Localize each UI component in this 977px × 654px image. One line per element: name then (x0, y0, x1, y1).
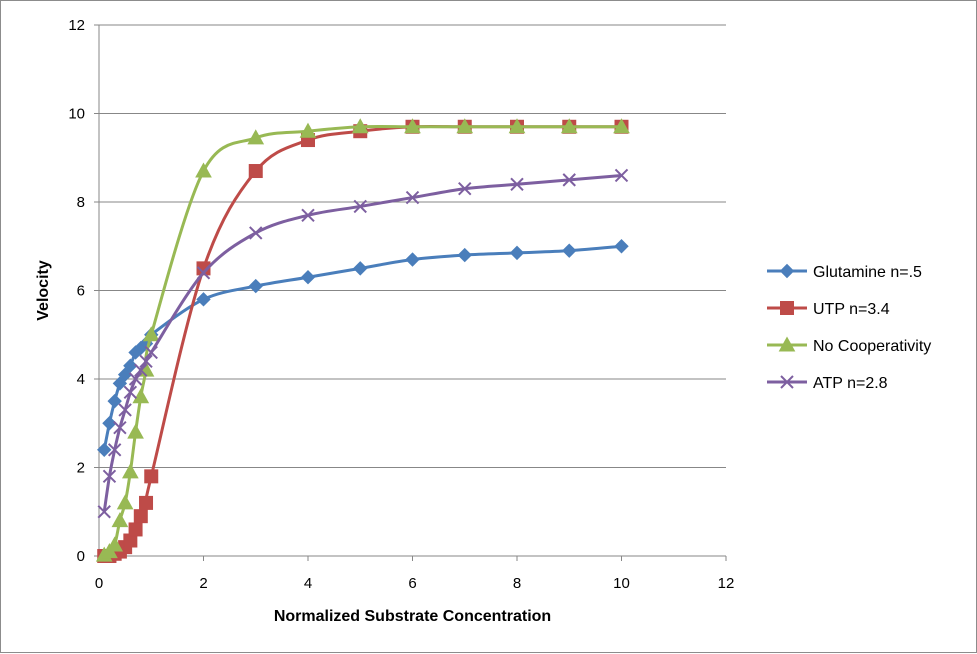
data-point (144, 345, 158, 360)
data-point (458, 182, 472, 196)
y-tick-label: 2 (77, 460, 85, 477)
data-point (133, 509, 148, 524)
y-axis-title: Velocity (35, 260, 52, 321)
data-point (248, 164, 263, 179)
data-point (247, 129, 265, 145)
y-tick-labels: 0 2 4 6 8 10 12 (68, 17, 85, 565)
y-tick-label: 8 (77, 194, 85, 211)
y-tick-label: 4 (77, 371, 85, 388)
data-point (123, 385, 138, 399)
data-point (353, 261, 368, 276)
data-point (195, 162, 212, 178)
data-point (134, 363, 148, 377)
series-line (104, 124, 622, 558)
data-point (128, 522, 143, 537)
data-point (404, 118, 421, 134)
legend-entry: ATP n=2.8 (767, 375, 888, 392)
data-point (111, 512, 129, 528)
data-point (614, 168, 629, 183)
data-point (117, 367, 133, 382)
series-1 (97, 119, 629, 563)
x-axis-title: Normalized Substrate Concentration (274, 608, 551, 625)
data-point (405, 190, 420, 205)
x-tick-label: 12 (718, 575, 735, 592)
data-point (457, 247, 472, 263)
data-point (127, 423, 144, 439)
data-point (142, 326, 160, 342)
data-point (116, 494, 134, 510)
y-tick-label: 6 (77, 283, 85, 300)
data-point (123, 358, 138, 373)
data-point (510, 177, 524, 192)
legend-marker (780, 301, 794, 315)
data-point (300, 270, 316, 285)
data-point (128, 372, 143, 386)
data-point (562, 173, 576, 187)
data-point (139, 495, 154, 510)
series-0 (97, 239, 629, 458)
data-point (118, 403, 132, 417)
data-point (196, 266, 211, 280)
legend-label: No Cooperativity (813, 338, 931, 355)
legend-marker (779, 263, 795, 279)
x-tick-label: 0 (95, 575, 103, 592)
x-tick-label: 2 (199, 575, 207, 592)
data-point (144, 469, 159, 484)
data-point (97, 505, 111, 519)
data-point (122, 463, 139, 479)
data-point (102, 469, 117, 484)
x-tick-label: 6 (408, 575, 416, 592)
data-point (102, 416, 117, 431)
x-tick-labels: 0 2 4 6 8 10 12 (95, 575, 735, 592)
data-point (405, 252, 420, 267)
y-tick-label: 12 (68, 17, 85, 34)
legend-marker (780, 375, 794, 389)
data-point (249, 226, 263, 240)
legend-entry: No Cooperativity (767, 336, 931, 355)
data-point (562, 243, 577, 258)
legend-marker (778, 336, 796, 352)
x-tick-label: 10 (613, 575, 630, 592)
axes (94, 24, 727, 561)
y-tick-label: 10 (68, 106, 85, 123)
x-tick-label: 4 (304, 575, 312, 592)
legend-entry: UTP n=3.4 (767, 301, 890, 318)
data-point (456, 118, 474, 134)
legend: Glutamine n=.5 UTP n=3.4 No Cooperativity A… (767, 263, 931, 392)
legend-label: ATP n=2.8 (813, 375, 888, 392)
series-3 (97, 168, 629, 519)
data-point (97, 442, 112, 458)
data-point (560, 118, 578, 134)
gridlines (99, 24, 726, 468)
data-point (353, 199, 367, 214)
data-point (299, 122, 317, 138)
data-point (301, 208, 315, 222)
series-2 (95, 118, 630, 562)
data-point (139, 354, 153, 369)
data-point (614, 239, 629, 254)
legend-label: UTP n=3.4 (813, 301, 890, 318)
legend-label: Glutamine n=.5 (813, 264, 922, 281)
series-group (95, 118, 630, 563)
data-point (107, 443, 122, 457)
data-point (248, 278, 263, 294)
data-point (132, 388, 150, 404)
data-point (508, 118, 526, 134)
data-point (613, 118, 630, 134)
data-point (509, 245, 525, 261)
data-point (351, 118, 369, 134)
data-point (106, 536, 124, 552)
data-point (112, 376, 128, 391)
data-point (113, 420, 127, 435)
legend-entry: Glutamine n=.5 (767, 263, 922, 281)
data-point (107, 393, 122, 409)
data-point (196, 292, 211, 307)
y-tick-label: 0 (77, 548, 85, 565)
x-tick-label: 8 (513, 575, 521, 592)
